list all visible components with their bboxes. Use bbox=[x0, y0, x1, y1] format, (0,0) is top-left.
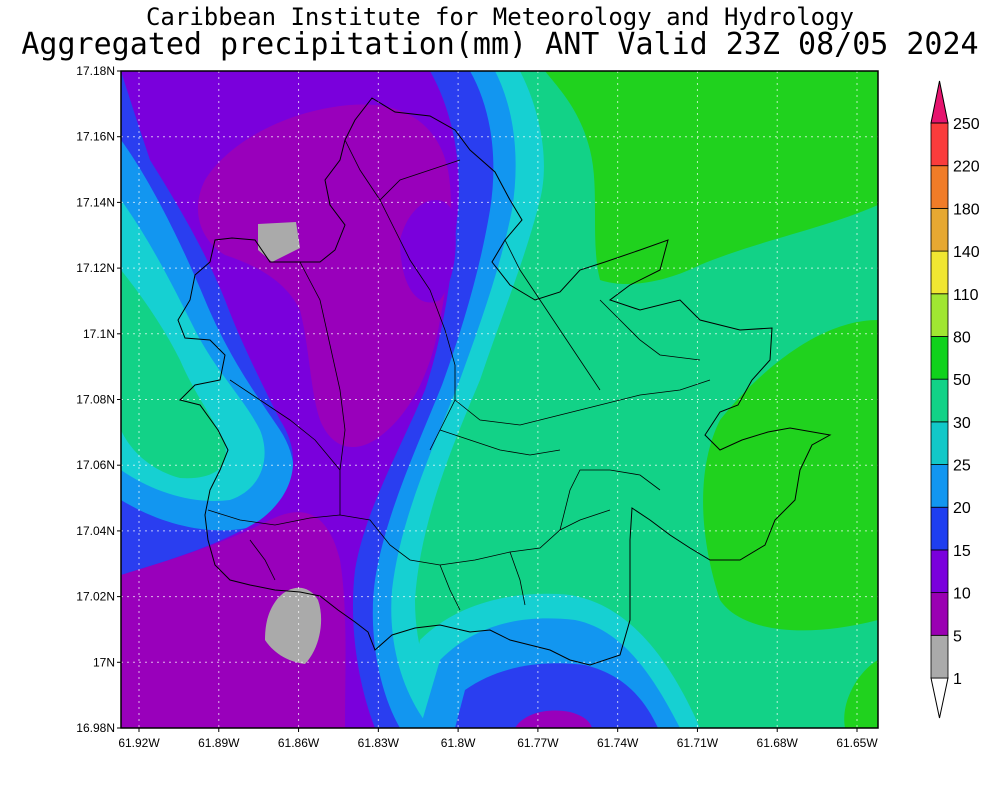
band-50-80-east bbox=[703, 320, 878, 631]
colorbar-segment bbox=[930, 549, 949, 594]
colorbar-label: 10 bbox=[953, 586, 971, 603]
colorbar-label: 25 bbox=[953, 458, 971, 475]
colorbar-label: 180 bbox=[953, 201, 980, 218]
band-10-15-inner bbox=[400, 200, 456, 303]
colorbar-segment bbox=[930, 592, 949, 636]
colorbar-label: 50 bbox=[953, 372, 971, 389]
y-tick-label: 17.16N bbox=[76, 130, 115, 144]
gridlines bbox=[121, 71, 878, 728]
y-tick-label: 17.1N bbox=[83, 327, 115, 341]
colorbar-label: 110 bbox=[953, 287, 979, 304]
x-tick-label: 61.68W bbox=[757, 736, 799, 750]
island-coastline bbox=[177, 97, 832, 666]
band-15-20-south bbox=[455, 663, 658, 728]
institute-title: Caribbean Institute for Meteorology and … bbox=[145, 3, 854, 31]
y-tick-label: 17.12N bbox=[76, 261, 115, 275]
colorbar-label: 5 bbox=[953, 628, 962, 645]
band-5-10-southeast bbox=[515, 710, 592, 728]
colorbar-segment bbox=[930, 293, 949, 337]
x-tick-label: 61.83W bbox=[358, 736, 400, 750]
colorbar-segment bbox=[930, 506, 949, 551]
x-axis-ticks: 61.92W 61.89W 61.86W 61.83W 61.8W 61.77W 61.74… bbox=[118, 728, 878, 750]
x-tick-label: 61.8W bbox=[441, 736, 476, 750]
y-tick-label: 17.04N bbox=[76, 524, 115, 538]
x-tick-label: 61.89W bbox=[198, 736, 240, 750]
y-tick-label: 17.18N bbox=[76, 64, 115, 78]
x-tick-label: 61.74W bbox=[597, 736, 639, 750]
band-30-50-west-coast bbox=[121, 270, 226, 479]
colorbar-label: 140 bbox=[953, 244, 980, 261]
colorbar-label: 30 bbox=[953, 415, 971, 432]
x-tick-label: 61.77W bbox=[517, 736, 559, 750]
y-tick-label: 17.06N bbox=[76, 458, 115, 472]
product-title: Aggregated precipitation(mm) ANT Valid 2… bbox=[21, 27, 979, 62]
precipitation-field bbox=[121, 71, 878, 728]
band-5-10-south bbox=[121, 512, 346, 728]
band-50-80-southeast bbox=[844, 660, 878, 728]
colorbar-segment bbox=[930, 122, 949, 167]
colorbar-label: 220 bbox=[953, 159, 980, 176]
colorbar-label: 1 bbox=[953, 671, 962, 688]
band-5-10-north bbox=[197, 104, 452, 448]
colorbar-segment bbox=[930, 634, 949, 679]
colorbar-segment bbox=[930, 336, 949, 380]
colorbar-segment bbox=[930, 207, 949, 252]
colorbar-label: 15 bbox=[953, 543, 971, 560]
colorbar-label: 250 bbox=[953, 116, 980, 133]
y-axis-ticks: 17.18N 17.16N 17.14N 17.12N 17.1N 17.08N 17.06… bbox=[76, 64, 121, 735]
y-tick-label: 17.14N bbox=[76, 195, 115, 209]
y-tick-label: 17.08N bbox=[76, 393, 115, 407]
y-tick-label: 17.02N bbox=[76, 590, 115, 604]
parish-boundaries bbox=[207, 139, 711, 611]
band-50-80-north bbox=[545, 71, 878, 285]
band-1-5-north bbox=[258, 222, 300, 262]
x-tick-label: 61.92W bbox=[118, 736, 160, 750]
x-tick-label: 61.71W bbox=[677, 736, 719, 750]
colorbar-over-arrow bbox=[930, 80, 949, 124]
colorbar-segment bbox=[930, 378, 949, 423]
colorbar-segment bbox=[930, 250, 949, 295]
y-tick-label: 17N bbox=[93, 655, 115, 669]
band-1-5-south bbox=[265, 587, 322, 664]
colorbar-segment bbox=[930, 421, 949, 465]
colorbar-label: 80 bbox=[953, 329, 971, 346]
y-tick-label: 16.98N bbox=[76, 721, 115, 735]
colorbar-segment bbox=[930, 464, 949, 508]
colorbar-segment bbox=[930, 165, 949, 209]
x-tick-label: 61.65W bbox=[836, 736, 878, 750]
colorbar-under-arrow bbox=[930, 677, 949, 719]
colorbar-label: 20 bbox=[953, 500, 971, 517]
x-tick-label: 61.86W bbox=[278, 736, 320, 750]
